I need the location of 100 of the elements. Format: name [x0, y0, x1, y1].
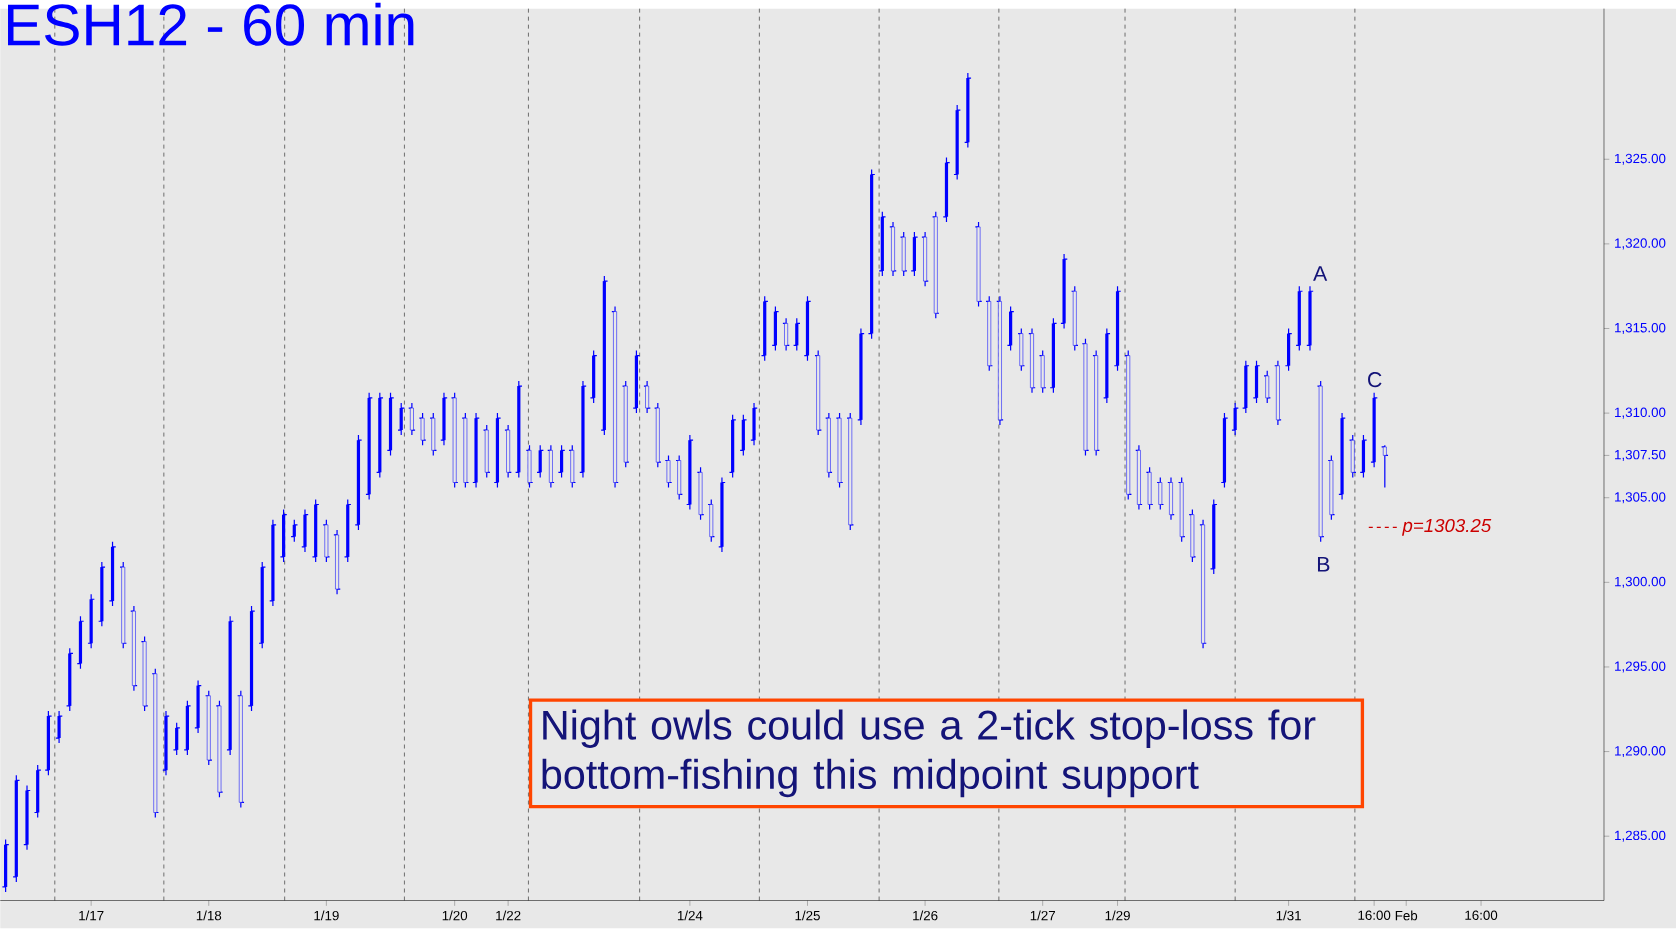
candlestick [878, 211, 887, 277]
candlestick [386, 392, 395, 457]
candlestick [354, 434, 363, 531]
candlestick [1103, 328, 1111, 404]
candlestick [782, 317, 790, 352]
candlestick [1348, 434, 1357, 479]
candlestick [632, 350, 641, 414]
x-tick-label: Feb [1395, 910, 1418, 921]
x-tick-label: 16:00 [1465, 910, 1498, 921]
candlestick [44, 710, 53, 777]
candlestick [953, 104, 961, 181]
y-tick-label: 1,315.00 [1615, 323, 1666, 335]
candlestick [12, 774, 21, 883]
candlestick [365, 392, 373, 501]
candlestick [237, 690, 245, 809]
candlestick [1316, 380, 1325, 543]
ref-line-label: p=1303.25 [1402, 519, 1492, 537]
candlestick [333, 529, 341, 596]
y-tick-label: 1,307.50 [1615, 450, 1666, 462]
candlestick [1252, 360, 1261, 404]
candlestick [23, 785, 31, 851]
candlestick [707, 499, 716, 543]
candlestick [76, 615, 85, 670]
candlestick [408, 402, 416, 436]
y-tick-label: 1,290.00 [1615, 746, 1666, 758]
candlestick [621, 380, 630, 469]
candlestick [1156, 477, 1165, 511]
candlestick [931, 211, 940, 320]
candlestick [1295, 285, 1304, 352]
candlestick [461, 412, 470, 489]
annotation: Night owls could use a 2-tick stop-loss for bottom-fishing this midpoint support [542, 709, 1316, 798]
candlestick [1359, 434, 1368, 479]
candlestick [1135, 444, 1143, 511]
candlestick [600, 275, 609, 436]
x-tick-label: 1/29 [1105, 910, 1130, 921]
candlestick [162, 710, 170, 777]
candlestick [814, 350, 822, 436]
candlestick [343, 499, 352, 563]
candlestick [760, 295, 769, 362]
candlestick [290, 519, 299, 543]
candlestick [568, 444, 577, 489]
candlestick [1124, 350, 1133, 501]
candlestick [611, 306, 619, 489]
candlestick [857, 328, 865, 426]
candlestick [942, 157, 951, 223]
candlestick [1231, 402, 1239, 436]
candlestick [1006, 306, 1015, 352]
x-tick-label: 1/22 [496, 910, 521, 921]
candlestick [33, 764, 42, 819]
candlestick [996, 295, 1004, 426]
candlestick [418, 412, 427, 447]
x-tick-label: 16:00 [1358, 910, 1391, 921]
annotation: C [1368, 372, 1382, 388]
candlestick [792, 317, 801, 352]
candlestick [696, 466, 705, 521]
y-tick-label: 1,310.00 [1615, 407, 1666, 419]
candlestick [675, 455, 683, 501]
candlestick [1017, 328, 1026, 372]
candlestick [482, 424, 491, 479]
x-tick-label: 1/17 [79, 910, 104, 921]
candlestick [1049, 317, 1058, 394]
chart-title: ESH12 - 60 min [8, 2, 414, 46]
candlestick [536, 444, 544, 479]
candlestick [846, 412, 855, 531]
candlestick [1199, 519, 1207, 650]
candlestick [835, 412, 844, 489]
x-tick-label: 1/18 [196, 910, 222, 921]
candlestick [547, 444, 555, 489]
candlestick [493, 412, 502, 489]
candlestick [664, 455, 673, 489]
candlestick [1263, 370, 1272, 404]
candlestick [1167, 477, 1175, 521]
candlestick [1081, 338, 1090, 457]
candlestick [643, 380, 651, 414]
candlestick [1060, 253, 1068, 330]
candlestick [55, 710, 63, 744]
candlestick [98, 561, 106, 628]
annotation: B [1317, 557, 1330, 572]
candlestick [889, 221, 897, 277]
candlestick [1188, 509, 1197, 563]
candlestick [1338, 412, 1346, 501]
candlestick [1177, 477, 1186, 543]
candlestick [718, 477, 726, 553]
candlestick [1306, 285, 1314, 352]
candlestick [1113, 285, 1122, 372]
candlestick [194, 680, 202, 734]
candlestick [440, 392, 448, 447]
candlestick [269, 519, 277, 607]
candlestick [1028, 328, 1036, 394]
candlestick [397, 402, 406, 436]
y-tick-label: 1,285.00 [1615, 830, 1666, 842]
candlestick [376, 392, 384, 479]
candlestick [119, 561, 128, 650]
x-tick-label: 1/31 [1276, 910, 1301, 921]
x-tick-label: 1/24 [677, 910, 703, 921]
candlestick [1145, 466, 1154, 511]
y-tick-label: 1,295.00 [1615, 661, 1666, 673]
annotation: A [1313, 266, 1328, 282]
candlestick [1070, 285, 1079, 352]
x-tick-label: 1/25 [795, 910, 820, 921]
